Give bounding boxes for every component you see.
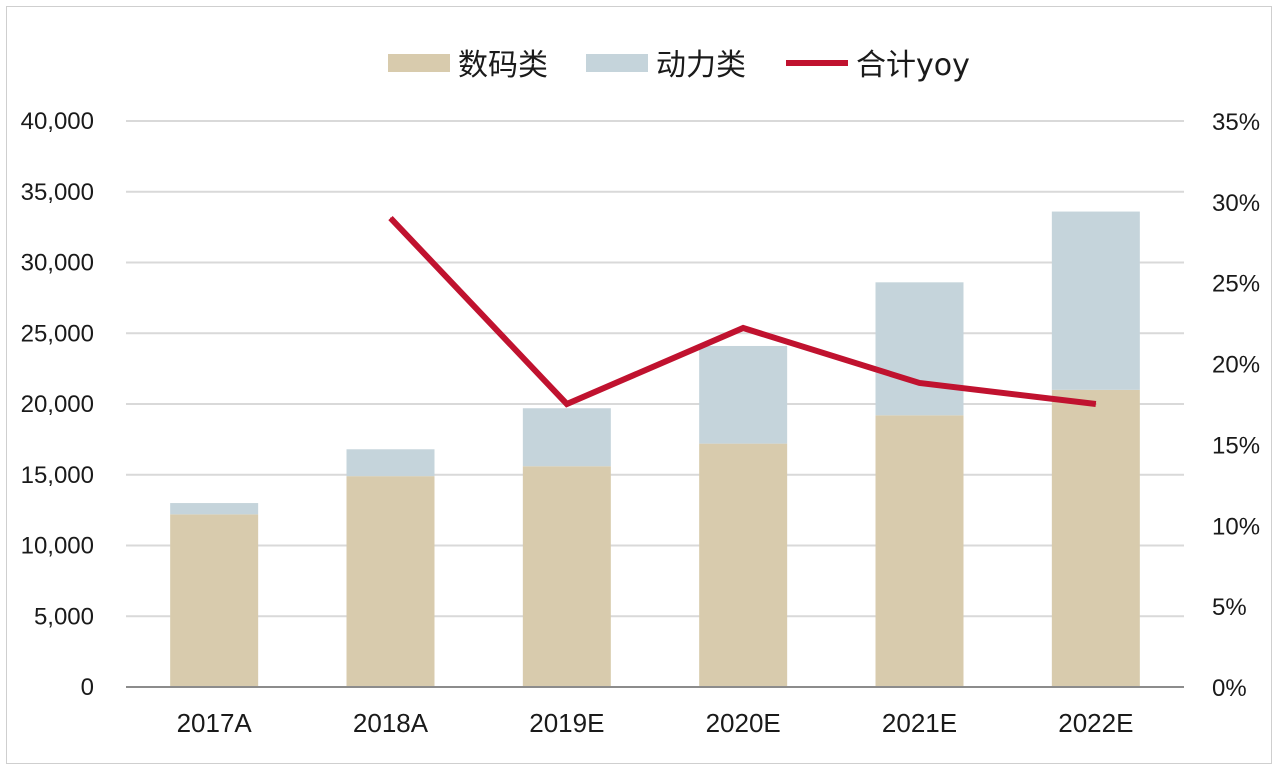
line-point [742,327,744,329]
right-tick-label: 15% [1212,432,1260,459]
bar-segment [346,476,435,687]
legend-label: 合计yoy [856,48,970,83]
bars [170,211,1140,687]
legend: 数码类 动力类 合计yoy [388,48,970,83]
left-tick-label: 5,000 [34,603,94,630]
bar-segment [346,449,435,477]
right-tick-label: 5% [1212,594,1247,621]
right-tick-label: 0% [1212,675,1247,702]
category-label: 2022E [1058,708,1133,738]
legend-swatch [586,54,648,72]
left-tick-label: 10,000 [21,533,94,560]
right-tick-label: 35% [1212,109,1260,136]
gridlines [126,120,1184,618]
left-axis-ticks: 0 5,000 10,000 15,000 20,000 25,000 30,000 35,0… [21,108,94,701]
bar-segment [170,514,259,687]
right-tick-label: 20% [1212,352,1260,379]
line-point [390,217,391,219]
bar-segment [699,345,788,444]
left-tick-label: 15,000 [21,462,94,489]
category-label: 2017A [177,708,253,738]
legend-label: 数码类 [458,48,548,83]
bar-segment [170,503,259,515]
left-tick-label: 20,000 [21,391,94,418]
category-label: 2019E [529,708,604,738]
bar-segment [699,443,788,687]
line-point [919,382,920,384]
legend-swatch [388,54,450,72]
left-tick-label: 30,000 [21,250,94,277]
right-tick-label: 10% [1212,513,1260,540]
right-tick-label: 30% [1212,190,1260,217]
bar-segment [522,408,611,467]
line-point [1095,403,1097,405]
bar-segment [522,466,611,687]
right-axis-ticks: 0% 5% 10% 15% 20% 25% 30% 35% [1212,109,1260,702]
left-tick-label: 40,000 [21,108,94,135]
category-label: 2021E [882,708,957,738]
bar-segment [875,415,964,687]
yoy-line [388,215,1097,408]
category-labels: 2017A 2018A 2019E 2020E 2021E 2022E [177,708,1134,738]
right-tick-label: 25% [1212,271,1260,298]
left-tick-label: 25,000 [21,320,94,347]
left-tick-label: 0 [81,674,94,701]
bar-segment [1051,389,1140,687]
category-label: 2020E [706,708,781,738]
category-label: 2018A [353,708,429,738]
bar-segment [1051,211,1140,390]
bar-segment [875,282,964,416]
line-point [566,403,568,405]
left-tick-label: 35,000 [21,179,94,206]
legend-label: 动力类 [656,48,746,83]
